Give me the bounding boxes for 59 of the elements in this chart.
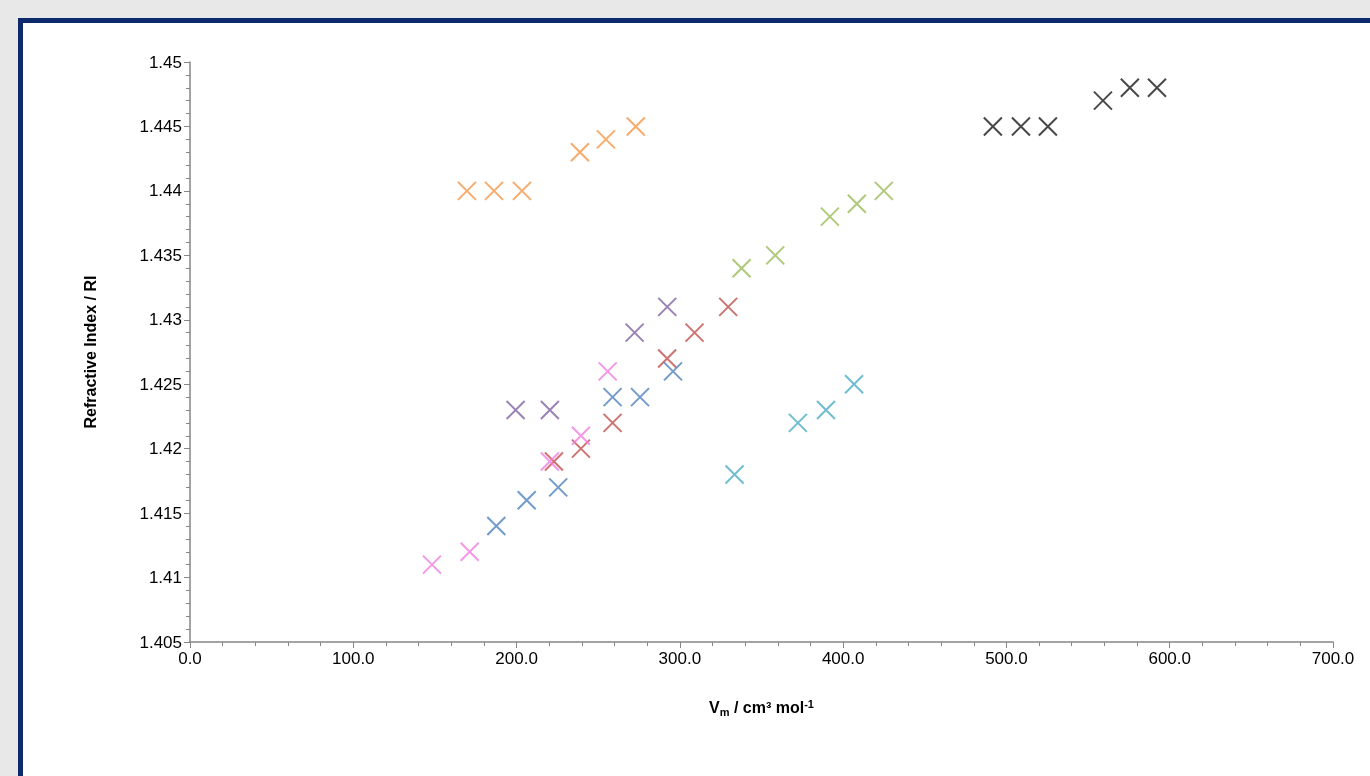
point: [663, 361, 683, 382]
point: [1092, 90, 1113, 111]
point: [1010, 116, 1031, 137]
point: [765, 245, 786, 266]
y-tick-label: 1.44: [148, 181, 182, 201]
point: [630, 387, 651, 408]
point: [684, 322, 705, 343]
point: [816, 400, 836, 420]
point: [873, 180, 894, 201]
point: [724, 464, 745, 485]
point: [505, 400, 526, 420]
point: [718, 296, 739, 317]
point: [787, 412, 808, 433]
point: [456, 180, 477, 201]
point: [1146, 77, 1167, 98]
point: [624, 322, 645, 343]
point: [1037, 116, 1058, 137]
y-tick-label: 1.45: [148, 52, 182, 72]
y-tick-label: 1.43: [148, 310, 182, 330]
y-tick-label: 1.445: [139, 116, 182, 136]
y-tick-label: 1.41: [148, 568, 182, 588]
point: [982, 116, 1003, 137]
point: [595, 129, 616, 150]
point: [625, 116, 646, 137]
point: [569, 142, 590, 163]
point: [597, 361, 618, 382]
y-tick-label: 1.435: [139, 245, 182, 265]
y-tick-label: 1.405: [139, 632, 182, 652]
point: [539, 400, 560, 420]
point: [602, 412, 623, 433]
point: [731, 258, 752, 279]
y-tick-label: 1.415: [139, 503, 182, 523]
x-tick-label: 500.0: [985, 649, 1028, 668]
point: [819, 206, 840, 227]
x-tick-label: 600.0: [1148, 649, 1191, 668]
x-tick-label: 0.0: [178, 649, 202, 668]
point: [657, 348, 678, 369]
point: [1119, 77, 1140, 98]
point: [421, 554, 442, 575]
point: [844, 374, 865, 395]
y-tick-label: 1.42: [148, 439, 182, 459]
y-tick-label: 1.425: [139, 374, 182, 394]
point: [570, 438, 591, 459]
point: [570, 425, 591, 446]
x-tick-label: 400.0: [821, 649, 865, 668]
point: [486, 516, 507, 536]
point: [459, 541, 480, 562]
point: [657, 296, 678, 317]
x-tick-label: 200.0: [495, 649, 538, 668]
point: [484, 180, 505, 201]
point: [846, 193, 867, 214]
x-tick-label: 300.0: [658, 649, 702, 668]
x-tick-label: 100.0: [332, 649, 375, 668]
point: [602, 387, 623, 408]
point: [548, 477, 569, 498]
x-tick-label: 700.0: [1311, 649, 1355, 668]
point: [511, 180, 532, 201]
point: [516, 490, 537, 511]
y-axis-title: Refractive Index / RI: [81, 275, 99, 429]
